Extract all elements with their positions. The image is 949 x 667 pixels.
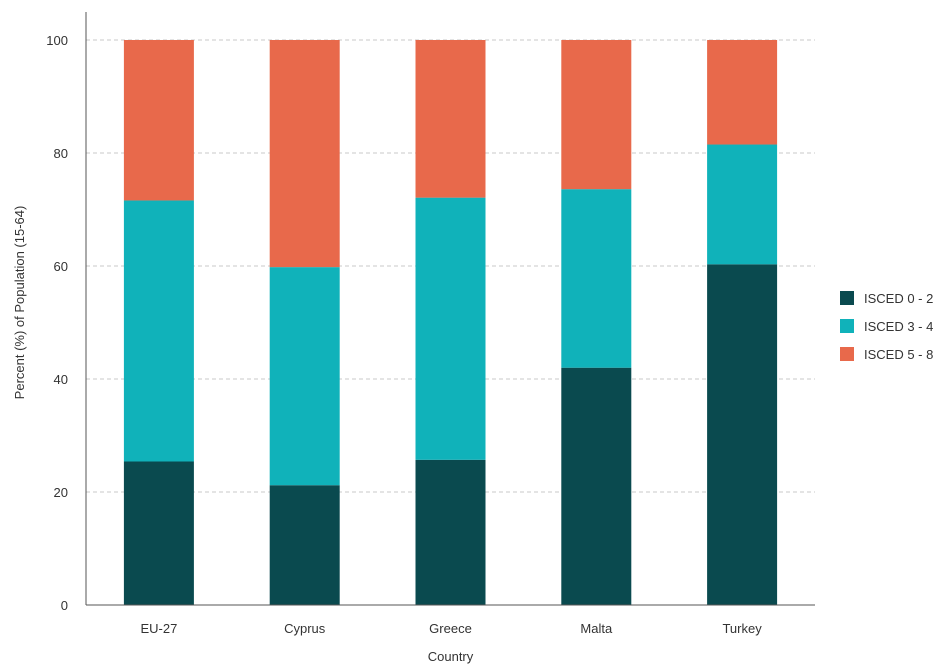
x-tick-labels: EU-27 Cyprus Greece Malta Turkey [140,621,762,636]
x-tick-label-cyprus: Cyprus [284,621,326,636]
y-tick-label-20: 20 [54,485,68,500]
bar-malta-series-1 [561,367,632,605]
x-tick-label-turkey: Turkey [722,621,762,636]
legend-label-1: ISCED 0 - 2 [864,291,933,306]
bar-greece-series-3 [415,40,486,198]
x-tick-label-eu-27: EU-27 [140,621,177,636]
bar-cyprus-series-3 [269,40,340,268]
y-tick-label-100: 100 [46,33,68,48]
legend: ISCED 0 - 2 ISCED 3 - 4 ISCED 5 - 8 [840,291,933,362]
bar-eu-27-series-1 [123,461,194,605]
axes [85,12,815,606]
y-tick-label-60: 60 [54,259,68,274]
y-tick-label-80: 80 [54,146,68,161]
bar-malta-series-2 [561,189,632,368]
bar-greece-series-1 [415,459,486,605]
legend-label-3: ISCED 5 - 8 [864,347,933,362]
bar-turkey-series-1 [707,264,778,605]
bar-cyprus-series-1 [269,485,340,605]
bar-cyprus-series-2 [269,267,340,486]
y-axis-title: Percent (%) of Population (15-64) [12,206,27,400]
bar-turkey-series-3 [707,40,778,145]
bars [123,40,778,605]
legend-label-2: ISCED 3 - 4 [864,319,933,334]
bar-eu-27-series-3 [123,40,194,201]
y-tick-labels: 0 20 40 60 80 100 [46,33,68,613]
legend-swatch-3 [840,347,854,361]
x-tick-label-malta: Malta [580,621,613,636]
legend-swatch-1 [840,291,854,305]
y-tick-label-0: 0 [61,598,68,613]
bar-malta-series-3 [561,40,632,190]
bar-greece-series-2 [415,197,486,460]
x-axis-title: Country [428,649,474,664]
bar-turkey-series-2 [707,144,778,265]
legend-swatch-2 [840,319,854,333]
bar-eu-27-series-2 [123,200,194,462]
y-tick-label-40: 40 [54,372,68,387]
x-tick-label-greece: Greece [429,621,472,636]
